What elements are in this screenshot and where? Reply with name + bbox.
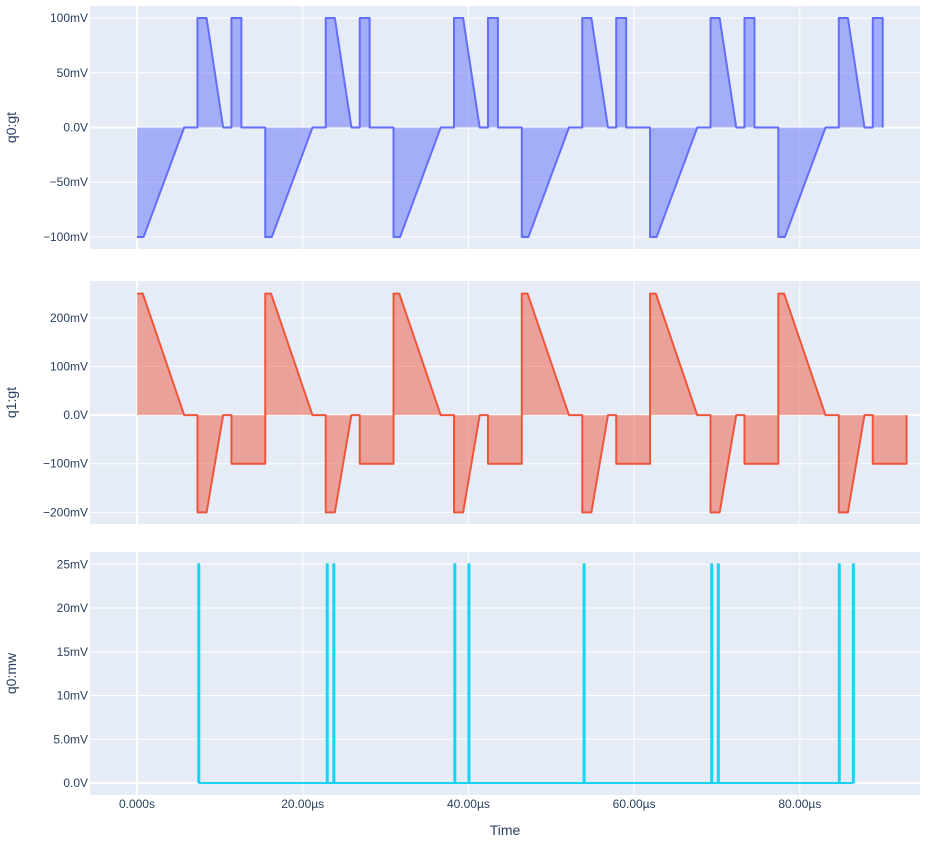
y-axis-title: q1:gt bbox=[3, 387, 19, 418]
subplot-q1-gt: 200mV 100mV 0.0V −100mV −200mV q1:gt bbox=[3, 281, 920, 524]
y-tick-label: 25mV bbox=[57, 557, 88, 571]
series-q1-gt bbox=[136, 292, 908, 514]
x-tick-label: 40.00µs bbox=[447, 797, 490, 811]
subplot-q0-gt: 100mV 50mV 0.0V −50mV −100mV q0:gt bbox=[3, 6, 920, 249]
series-q0-mw bbox=[197, 563, 855, 785]
y-tick-label: 20mV bbox=[57, 601, 88, 615]
y-tick-label: 100mV bbox=[50, 360, 88, 374]
x-tick-label: 20.00µs bbox=[281, 797, 324, 811]
subplot-q0-mw: 25mV 20mV 15mV 10mV 5.0mV 0.0V q0:mw bbox=[3, 552, 920, 795]
y-tick-label: 0.0V bbox=[63, 776, 88, 790]
y-tick-label: 10mV bbox=[57, 689, 88, 703]
x-axis: 0.000s 20.00µs 40.00µs 60.00µs 80.00µs bbox=[119, 797, 821, 811]
y-axis-title: q0:gt bbox=[3, 112, 19, 143]
y-tick-label: −100mV bbox=[43, 230, 88, 244]
y-tick-label: 0.0V bbox=[63, 121, 88, 135]
y-tick-label: 100mV bbox=[50, 11, 88, 25]
y-tick-label: 15mV bbox=[57, 645, 88, 659]
series-line bbox=[136, 17, 884, 238]
y-tick-label: 200mV bbox=[50, 311, 88, 325]
y-tick-label: 50mV bbox=[57, 66, 88, 80]
x-tick-label: 60.00µs bbox=[613, 797, 656, 811]
plot-area bbox=[90, 552, 920, 795]
series-line bbox=[197, 563, 855, 785]
series-q0-gt bbox=[136, 17, 884, 238]
y-tick-label: 0.0V bbox=[63, 408, 88, 422]
y-tick-label: 5.0mV bbox=[53, 732, 88, 746]
y-axis-title: q0:mw bbox=[3, 652, 19, 694]
x-tick-label: 0.000s bbox=[119, 797, 155, 811]
series-fill bbox=[136, 18, 883, 237]
y-tick-label: −50mV bbox=[50, 175, 88, 189]
subplots: 100mV 50mV 0.0V −50mV −100mV q0:gt 200mV 100mV 0… bbox=[3, 6, 920, 795]
x-tick-label: 80.00µs bbox=[778, 797, 821, 811]
x-axis-title: Time bbox=[490, 822, 521, 838]
y-tick-label: −100mV bbox=[43, 457, 88, 471]
y-tick-label: −200mV bbox=[43, 505, 88, 519]
series-line bbox=[136, 292, 908, 514]
